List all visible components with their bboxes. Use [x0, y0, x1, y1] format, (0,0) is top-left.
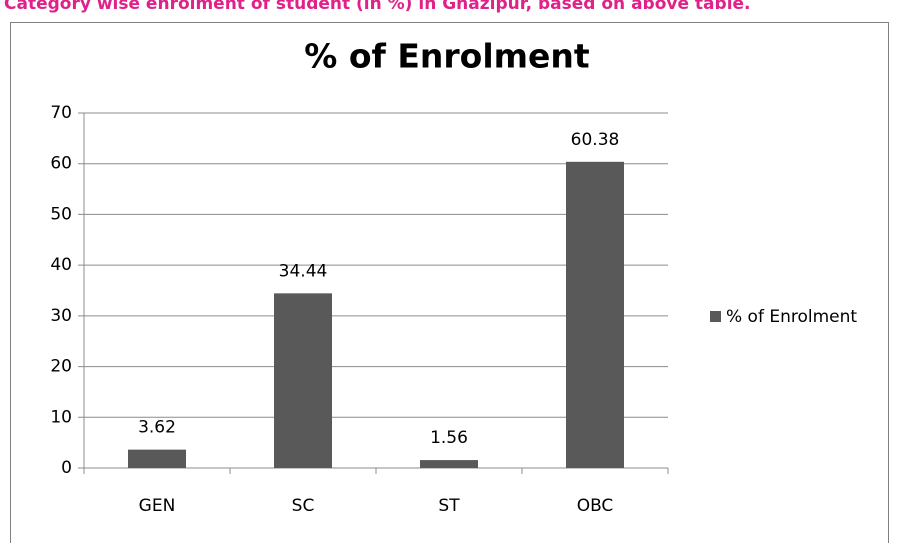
y-tick-label: 10 [50, 407, 72, 427]
x-tick-label: SC [292, 496, 315, 516]
bar [128, 449, 186, 468]
data-label: 3.62 [138, 418, 176, 438]
y-tick-label: 50 [50, 204, 72, 224]
data-label: 60.38 [571, 130, 620, 150]
y-tick-label: 0 [61, 458, 72, 478]
x-tick-label: GEN [139, 496, 176, 516]
y-tick-label: 60 [50, 154, 72, 174]
bar [274, 293, 332, 468]
bar [566, 161, 624, 468]
caption: Category wise enrolment of student (in %… [4, 0, 751, 14]
x-tick-label: ST [438, 496, 460, 516]
data-label: 1.56 [430, 428, 468, 448]
y-tick-label: 20 [50, 357, 72, 377]
chart-title: % of Enrolment [304, 37, 590, 76]
bar [420, 460, 478, 468]
legend-label: % of Enrolment [726, 307, 857, 327]
y-tick-label: 40 [50, 255, 72, 275]
legend-swatch [710, 311, 721, 322]
y-tick-label: 30 [50, 306, 72, 326]
data-label: 34.44 [279, 261, 328, 281]
y-tick-label: 70 [50, 103, 72, 123]
x-tick-label: OBC [577, 496, 614, 516]
